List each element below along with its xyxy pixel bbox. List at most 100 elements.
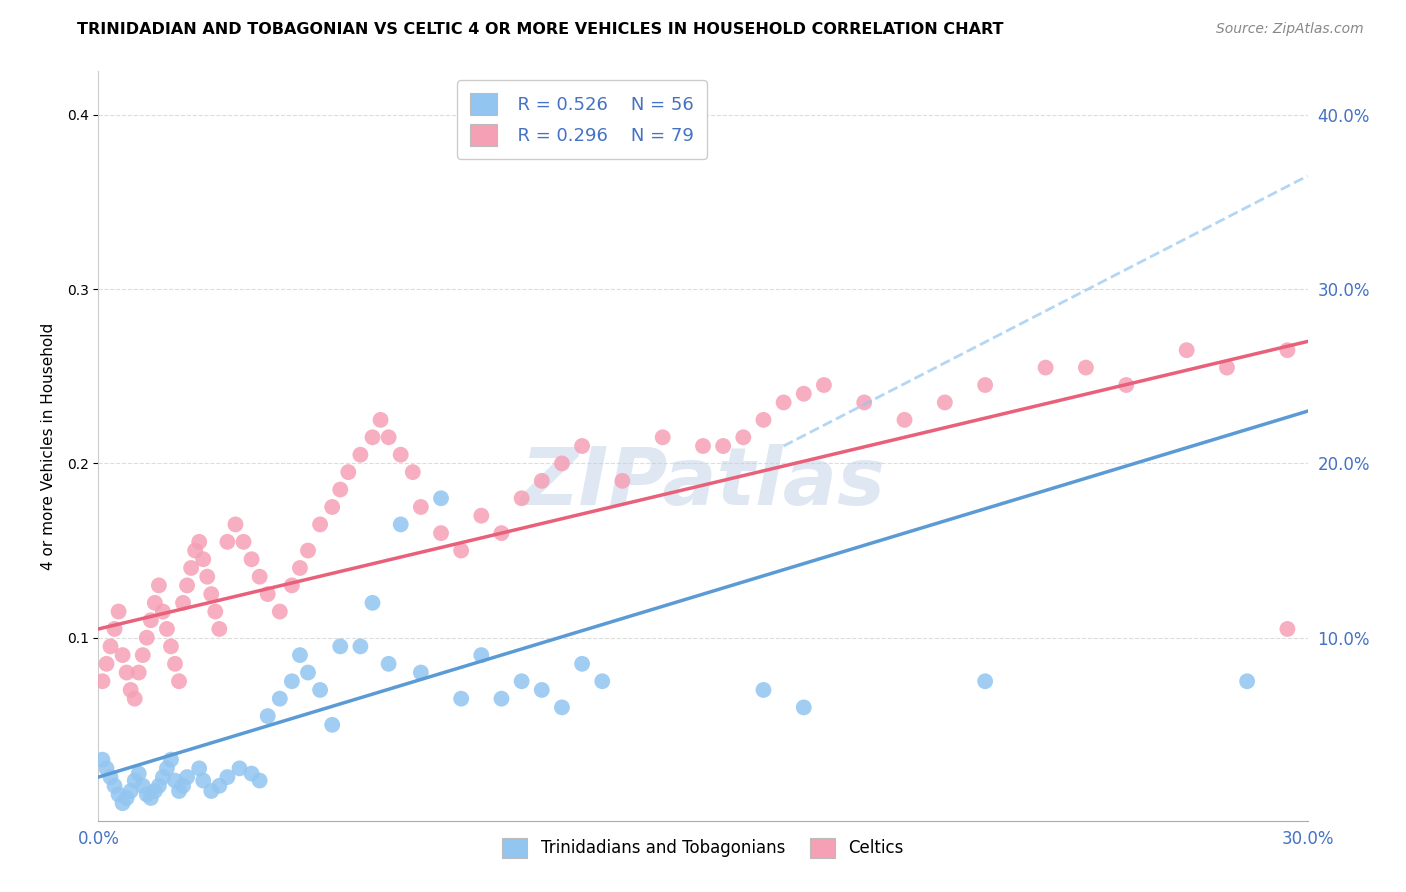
Point [139, 613, 162, 627]
Point [1035, 360, 1057, 375]
Point [111, 796, 134, 810]
Point [188, 534, 211, 549]
Point [297, 665, 319, 680]
Point [470, 508, 492, 523]
Point [1236, 674, 1258, 689]
Point [193, 552, 215, 566]
Point [1074, 360, 1097, 375]
Point [361, 596, 384, 610]
Point [470, 648, 492, 662]
Point [224, 517, 246, 532]
Point [96, 657, 118, 671]
Point [107, 605, 129, 619]
Point [430, 491, 453, 506]
Point [651, 430, 673, 444]
Point [228, 761, 250, 775]
Point [571, 439, 593, 453]
Point [692, 439, 714, 453]
Point [361, 430, 384, 444]
Point [1175, 343, 1198, 358]
Point [321, 718, 343, 732]
Point [132, 648, 155, 662]
Point [172, 596, 194, 610]
Point [377, 430, 399, 444]
Point [152, 605, 174, 619]
Point [195, 570, 218, 584]
Point [510, 491, 533, 506]
Point [135, 788, 157, 802]
Point [256, 587, 278, 601]
Point [793, 700, 815, 714]
Point [120, 784, 142, 798]
Point [1115, 378, 1137, 392]
Point [329, 483, 352, 497]
Point [974, 378, 997, 392]
Point [337, 465, 360, 479]
Point [204, 605, 226, 619]
Point [193, 773, 215, 788]
Point [309, 682, 332, 697]
Point [491, 691, 513, 706]
Point [208, 779, 231, 793]
Y-axis label: 4 or more Vehicles in Household: 4 or more Vehicles in Household [41, 322, 56, 570]
Point [115, 665, 138, 680]
Point [297, 543, 319, 558]
Point [232, 534, 254, 549]
Point [91, 674, 114, 689]
Point [288, 561, 311, 575]
Point [612, 474, 634, 488]
Point [240, 552, 263, 566]
Point [111, 648, 134, 662]
Point [128, 766, 150, 780]
Point [107, 788, 129, 802]
Point [893, 413, 915, 427]
Point [217, 770, 239, 784]
Point [167, 784, 190, 798]
Text: TRINIDADIAN AND TOBAGONIAN VS CELTIC 4 OR MORE VEHICLES IN HOUSEHOLD CORRELATION: TRINIDADIAN AND TOBAGONIAN VS CELTIC 4 O… [77, 22, 1004, 37]
Point [163, 773, 186, 788]
Point [152, 770, 174, 784]
Point [167, 674, 190, 689]
Point [349, 448, 371, 462]
Point [974, 674, 997, 689]
Point [124, 691, 146, 706]
Point [1277, 343, 1299, 358]
Point [1277, 622, 1299, 636]
Point [172, 779, 194, 793]
Point [733, 430, 755, 444]
Point [103, 622, 125, 636]
Point [143, 596, 166, 610]
Point [240, 766, 263, 780]
Point [551, 457, 574, 471]
Point [409, 665, 432, 680]
Point [430, 526, 453, 541]
Point [450, 543, 472, 558]
Point [163, 657, 186, 671]
Point [711, 439, 734, 453]
Point [491, 526, 513, 541]
Point [180, 561, 202, 575]
Legend: Trinidadians and Tobagonians, Celtics: Trinidadians and Tobagonians, Celtics [496, 831, 910, 864]
Point [370, 413, 392, 427]
Point [148, 779, 170, 793]
Point [160, 640, 183, 654]
Point [100, 640, 122, 654]
Point [115, 791, 138, 805]
Text: Source: ZipAtlas.com: Source: ZipAtlas.com [1216, 22, 1364, 37]
Point [389, 448, 412, 462]
Point [402, 465, 425, 479]
Point [281, 674, 304, 689]
Point [100, 770, 122, 784]
Point [188, 761, 211, 775]
Point [269, 605, 291, 619]
Point [772, 395, 794, 409]
Point [132, 779, 155, 793]
Point [200, 784, 222, 798]
Point [530, 474, 553, 488]
Point [269, 691, 291, 706]
Point [1216, 360, 1239, 375]
Point [321, 500, 343, 514]
Point [256, 709, 278, 723]
Point [160, 753, 183, 767]
Point [139, 791, 162, 805]
